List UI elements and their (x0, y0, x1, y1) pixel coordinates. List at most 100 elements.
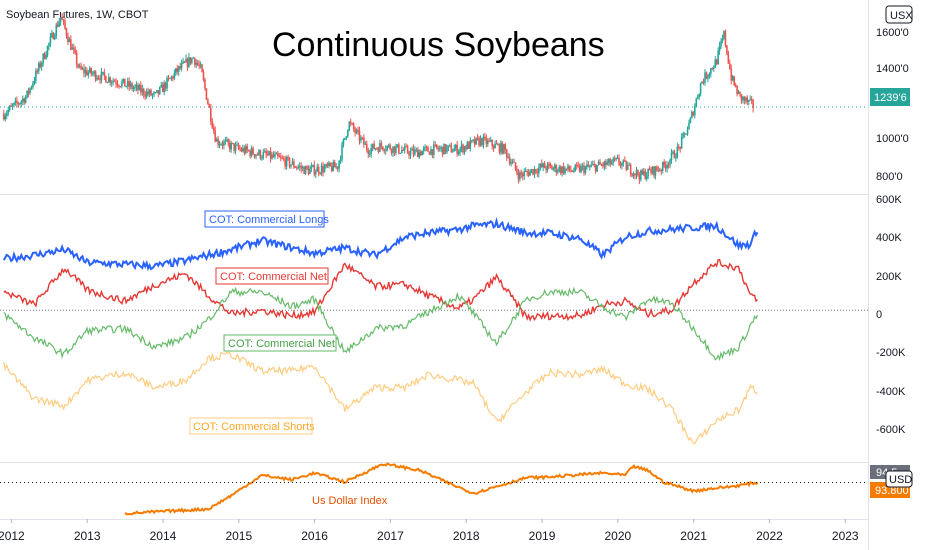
candle-body (365, 143, 368, 151)
candle-body (507, 157, 510, 159)
candle-body (68, 39, 71, 43)
x-tick-label: 2023 (832, 529, 859, 543)
dxy-axis[interactable]: 94.5 93.800 USD (870, 465, 913, 498)
candle-body (186, 58, 189, 67)
candle-body (332, 162, 335, 171)
candle-body (183, 61, 186, 63)
candle-body (500, 142, 502, 153)
candle-body (210, 107, 212, 122)
cot-pane[interactable] (0, 216, 868, 445)
candle-body (476, 137, 479, 139)
candle-body (112, 80, 114, 83)
candle-body (661, 162, 664, 171)
candle-body (667, 164, 670, 166)
candle-body (651, 166, 654, 174)
candle-body (682, 133, 684, 137)
candle-body (326, 164, 329, 166)
candle-body (172, 76, 174, 79)
candle-body (137, 84, 139, 91)
candle-body (441, 146, 444, 155)
candle-body (249, 150, 251, 156)
candle-body (691, 112, 693, 118)
candle-body (523, 171, 526, 177)
candle-body (256, 154, 259, 156)
candle-body (466, 142, 469, 150)
candle-body (250, 148, 253, 156)
candle-body (431, 149, 434, 155)
candle-body (48, 43, 50, 47)
candle-body (266, 154, 269, 156)
candle-body (386, 146, 389, 150)
candle-body (335, 166, 337, 168)
candle-body (323, 167, 326, 173)
candle-body (129, 83, 132, 87)
candle-body (109, 77, 112, 83)
series-dxy-line (124, 462, 759, 516)
x-tick-label: 2014 (150, 529, 177, 543)
candle-body (718, 45, 721, 51)
candle-body (726, 45, 728, 54)
currency-button[interactable]: USX (885, 5, 913, 24)
candle-body (526, 171, 528, 173)
candle-body (733, 76, 735, 86)
candle-body (503, 144, 505, 154)
dxy-last-label: 93.800 (875, 485, 909, 497)
candle-body (590, 165, 593, 167)
candle-body (215, 139, 218, 142)
candle-body (554, 165, 556, 169)
x-tick-label: 2016 (301, 529, 328, 543)
candle-body (698, 93, 700, 98)
price-pane[interactable] (0, 13, 868, 185)
candle-body (81, 68, 84, 70)
candle-body (374, 148, 377, 150)
candle-body (683, 133, 686, 135)
candle-body (607, 158, 610, 163)
dxy-pane[interactable] (0, 462, 868, 516)
candle-body (296, 167, 298, 169)
label-dxy: Us Dollar Index (312, 495, 388, 507)
candle-body (303, 167, 305, 174)
candle-body (177, 66, 180, 72)
candle-body (715, 59, 718, 65)
candle-body (115, 81, 117, 84)
candle-body (244, 146, 247, 154)
candle-body (153, 92, 155, 95)
candle-body (293, 161, 295, 168)
candle-body (119, 86, 122, 88)
candle-body (319, 173, 321, 175)
cot-axis[interactable]: 600K 400K 200K 0 -200K -400K -600K (876, 194, 906, 436)
candle-body (14, 100, 17, 103)
candle-body (320, 165, 323, 174)
candle-body (577, 165, 579, 167)
candle-body (389, 144, 391, 150)
candle-body (40, 62, 43, 68)
candle-body (176, 68, 179, 72)
candle-body (379, 143, 381, 152)
usd-label: USD (889, 474, 912, 486)
candle-body (358, 130, 361, 141)
candle-body (355, 130, 358, 133)
candle-body (113, 80, 116, 82)
candle-body (298, 166, 301, 168)
candle-body (647, 168, 649, 176)
candle-body (126, 81, 129, 86)
candle-body (720, 41, 722, 46)
candle-body (233, 143, 235, 151)
price-axis[interactable]: 1600'0 1400'0 1000'0 800'0 1239'6 (870, 27, 910, 183)
candle-body (336, 166, 339, 169)
candle-body (128, 81, 130, 87)
candle-body (70, 39, 72, 50)
candle-body (231, 142, 234, 144)
candle-body (36, 70, 39, 72)
candle-body (78, 65, 81, 67)
candle-body (325, 164, 327, 168)
candle-body (329, 162, 332, 166)
candle-body (287, 157, 289, 159)
candle-body (594, 164, 597, 172)
usd-button[interactable]: USD (885, 470, 913, 488)
candle-body (253, 154, 256, 157)
candle-body (538, 167, 540, 174)
candle-body (734, 85, 737, 87)
candle-body (584, 166, 587, 173)
